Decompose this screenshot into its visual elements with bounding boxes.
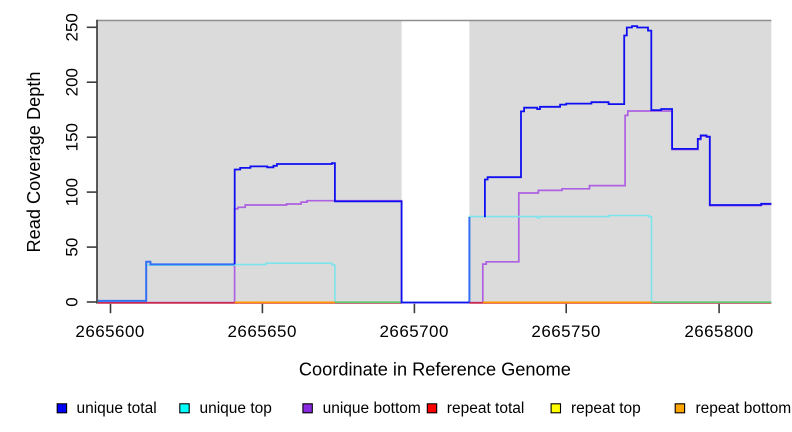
svg-text:Coordinate in Reference Genome: Coordinate in Reference Genome [299,359,571,379]
svg-text:repeat bottom: repeat bottom [696,400,792,417]
svg-text:2665650: 2665650 [228,322,297,341]
svg-text:0: 0 [63,297,82,306]
svg-text:2665700: 2665700 [380,322,449,341]
svg-text:repeat top: repeat top [571,400,641,417]
svg-text:200: 200 [63,68,82,96]
svg-text:Read Coverage Depth: Read Coverage Depth [24,72,44,253]
svg-text:2665800: 2665800 [684,322,753,341]
svg-text:repeat total: repeat total [447,400,525,417]
svg-text:unique bottom: unique bottom [323,400,421,417]
svg-text:unique top: unique top [200,400,272,417]
svg-text:150: 150 [63,123,82,151]
svg-text:unique total: unique total [77,400,157,417]
svg-text:250: 250 [63,13,82,41]
svg-text:100: 100 [63,178,82,206]
svg-text:2665750: 2665750 [531,322,600,341]
svg-text:50: 50 [63,238,82,257]
svg-text:2665600: 2665600 [75,322,144,341]
